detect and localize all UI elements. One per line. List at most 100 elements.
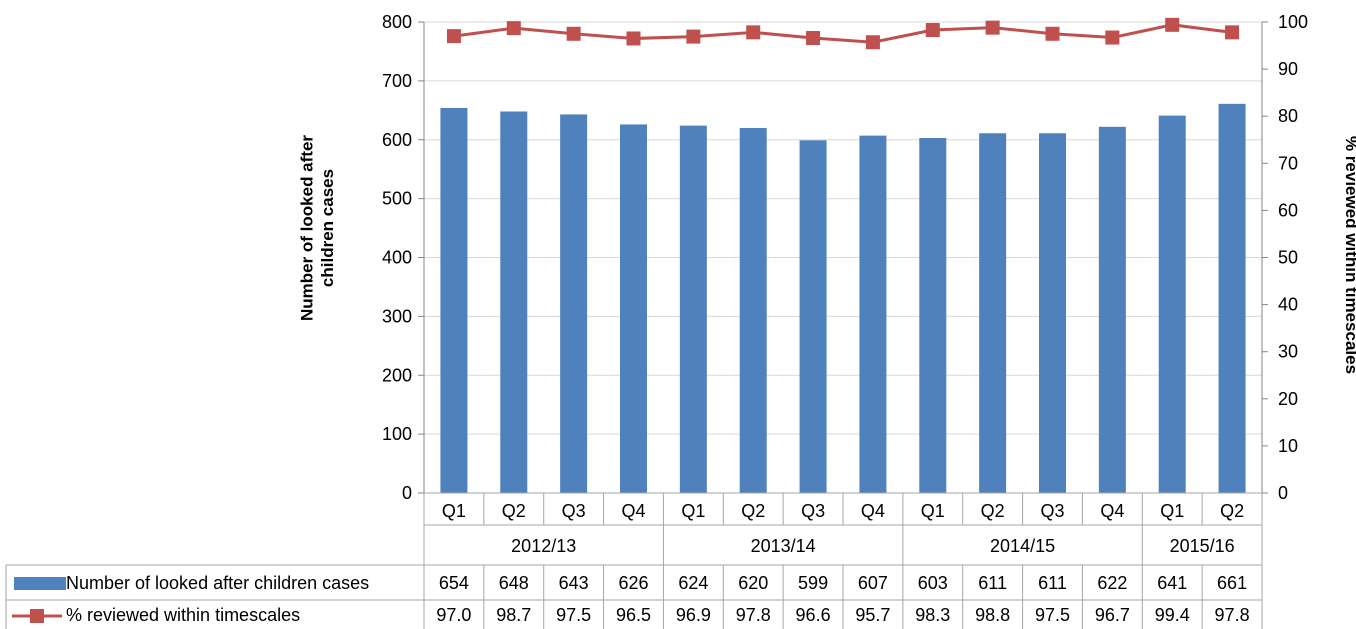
y-tick-label-left: 200 — [382, 365, 412, 385]
y-tick-label-right: 90 — [1278, 59, 1298, 79]
y-tick-label-right: 60 — [1278, 200, 1298, 220]
category-label: Q3 — [562, 501, 586, 521]
table-value: 96.9 — [676, 605, 711, 625]
table-value: 99.4 — [1155, 605, 1190, 625]
category-label: Q1 — [442, 501, 466, 521]
y-tick-label-right: 80 — [1278, 106, 1298, 126]
line-marker — [566, 26, 581, 41]
table-value: 603 — [918, 573, 948, 593]
y-tick-label-right: 50 — [1278, 248, 1298, 268]
line-marker — [1225, 25, 1240, 40]
table-value: 96.5 — [616, 605, 651, 625]
bar — [1098, 126, 1126, 494]
line-marker — [925, 23, 940, 38]
line-marker — [1045, 26, 1060, 41]
line-marker — [985, 20, 1000, 35]
bar — [620, 124, 647, 493]
category-label: Q4 — [621, 501, 645, 521]
line-marker — [506, 21, 521, 36]
table-value: 626 — [618, 573, 648, 593]
bar — [1218, 103, 1246, 494]
gridlines — [424, 21, 1262, 435]
y-tick-label-right: 70 — [1278, 153, 1298, 173]
bar — [500, 111, 528, 494]
group-label: 2012/13 — [511, 536, 576, 556]
category-label: Q1 — [921, 501, 945, 521]
y-tick-label-right: 0 — [1278, 483, 1288, 503]
group-label: 2013/14 — [751, 536, 816, 556]
data-table: 2012/13 2013/14 2014/15 2015/16 Q1 Q2 Q3 Q4 Q1 Q2… — [5, 492, 1263, 629]
category-label: Q1 — [1160, 501, 1184, 521]
table-value: 648 — [499, 573, 529, 593]
line-marker — [1165, 17, 1180, 32]
legend-key-marker — [30, 609, 44, 623]
line-marker — [686, 29, 701, 44]
y-tick-label-right: 20 — [1278, 389, 1298, 409]
y-tick-label-left: 700 — [382, 71, 412, 91]
line-series — [446, 17, 1240, 50]
bar — [679, 125, 707, 494]
y-tick-label-right: 30 — [1278, 342, 1298, 362]
y-tick-label-left: 600 — [382, 130, 412, 150]
category-label: Q3 — [801, 501, 825, 521]
group-label: 2014/15 — [990, 536, 1055, 556]
table-value: 624 — [678, 573, 708, 593]
y-tick-label-left: 400 — [382, 248, 412, 268]
bar — [919, 137, 947, 493]
table-value: 643 — [559, 573, 589, 593]
line-marker — [806, 31, 821, 46]
table-value: 641 — [1157, 573, 1187, 593]
legend-label: % reviewed within timescales — [66, 605, 300, 625]
table-value: 97.5 — [1035, 605, 1070, 625]
table-value: 622 — [1097, 573, 1127, 593]
legend-label: Number of looked after children cases — [66, 573, 369, 593]
bar — [1158, 115, 1186, 493]
table-value: 96.6 — [796, 605, 831, 625]
table-value: 97.5 — [556, 605, 591, 625]
table-value: 97.8 — [1215, 605, 1250, 625]
table-value: 97.0 — [436, 605, 471, 625]
category-label: Q2 — [1220, 501, 1244, 521]
bar — [440, 107, 468, 494]
table-value: 611 — [978, 573, 1007, 593]
y-tick-label-left: 0 — [402, 483, 412, 503]
category-label: Q2 — [502, 501, 526, 521]
table-value: 620 — [738, 573, 768, 593]
category-label: Q4 — [861, 501, 885, 521]
y-tick-label-left: 100 — [382, 424, 412, 444]
line-marker — [1105, 30, 1120, 45]
category-label: Q2 — [741, 501, 765, 521]
bar — [799, 140, 827, 493]
table-value: 599 — [798, 573, 828, 593]
table-value: 98.7 — [496, 605, 531, 625]
y-tick-label-right: 100 — [1278, 12, 1308, 32]
y-tick-label-left: 300 — [382, 306, 412, 326]
y-axis-title-left: Number of looked afterchildren cases — [298, 135, 337, 321]
bar — [1039, 133, 1066, 493]
bar — [979, 133, 1007, 493]
y-tick-label-left: 500 — [382, 189, 412, 209]
axes: 0 100 200 300 400 500 600 700 800 0 10 20 30 40 50 60 70… — [382, 12, 1308, 503]
table-value: 98.3 — [915, 605, 950, 625]
line-marker — [865, 35, 880, 50]
table-value: 654 — [439, 573, 469, 593]
table-value: 97.8 — [736, 605, 771, 625]
y-tick-label-right: 40 — [1278, 295, 1298, 315]
y-axis-title-left-line2: children cases — [318, 169, 337, 287]
table-value: 661 — [1217, 573, 1247, 593]
table-value: 98.8 — [975, 605, 1010, 625]
line-series-path — [453, 23, 1233, 44]
table-value: 607 — [858, 573, 888, 593]
line-marker — [626, 31, 641, 46]
table-value: 95.7 — [855, 605, 890, 625]
y-tick-label-right: 10 — [1278, 436, 1298, 456]
y-tick-label-left: 800 — [382, 12, 412, 32]
category-label: Q1 — [681, 501, 705, 521]
bar — [739, 127, 767, 493]
bar — [859, 135, 887, 493]
group-label: 2015/16 — [1170, 536, 1235, 556]
category-label: Q3 — [1040, 501, 1064, 521]
line-marker — [446, 29, 461, 44]
category-label: Q4 — [1100, 501, 1124, 521]
line-marker — [746, 25, 761, 40]
